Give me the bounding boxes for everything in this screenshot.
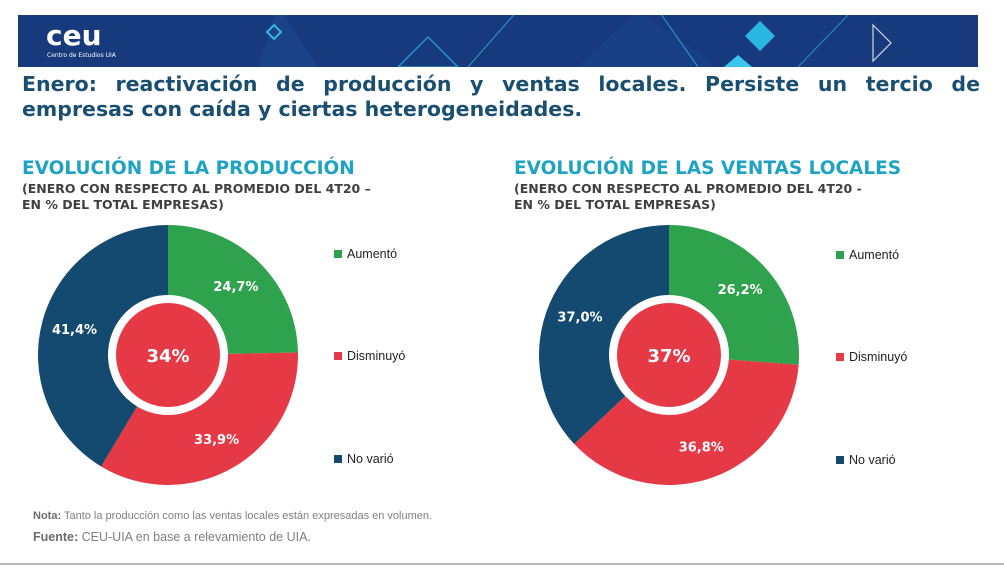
legend-swatch-no-vario — [836, 456, 844, 464]
legend-item-disminuyo-1: Disminuyó — [334, 349, 405, 363]
legend-label-aumento: Aumentó — [849, 248, 900, 262]
legend-label-disminuyo: Disminuyó — [347, 349, 406, 363]
bottom-divider — [0, 563, 1004, 565]
footnote-text: Tanto la producción como las ventas loca… — [61, 510, 433, 522]
page-headline: Enero: reactivación de producción y vent… — [22, 72, 980, 121]
chart-subtitle-produccion-line2: EN % DEL TOTAL EMPRESAS) — [22, 197, 224, 212]
slice-no-vario — [38, 225, 168, 467]
data-label-aumento: 24,7% — [213, 280, 258, 295]
source-text: CEU-UIA en base a relevamiento de UIA. — [78, 530, 311, 544]
slice-aumento — [669, 225, 799, 365]
legend-item-aumento-1: Aumentó — [334, 247, 397, 261]
donut-center-circle — [617, 303, 721, 407]
slice-disminuyo — [101, 352, 298, 485]
legend-label-aumento: Aumentó — [347, 247, 398, 261]
legend-swatch-aumento — [334, 250, 342, 258]
data-label-disminuyo: 33,9% — [194, 433, 239, 448]
source-label: Fuente: — [33, 530, 79, 544]
legend-item-no-vario-1: No varió — [334, 452, 394, 466]
slice-disminuyo — [574, 359, 799, 485]
donut-chart-produccion: 24,7% 33,9% 41,4% 34% — [38, 225, 298, 485]
donut-center-circle — [116, 303, 220, 407]
legend-item-no-vario-2: No varió — [836, 453, 896, 467]
footnote-label: Nota: — [33, 510, 62, 522]
banner-decoration — [258, 15, 892, 67]
legend-label-no-vario: No varió — [347, 452, 394, 466]
legend-swatch-disminuyo — [334, 352, 342, 360]
legend-item-disminuyo-2: Disminuyó — [836, 350, 907, 364]
chart-subtitle-ventas-line1: (ENERO CON RESPECTO AL PROMEDIO DEL 4T20… — [514, 181, 862, 196]
data-label-aumento: 26,2% — [718, 283, 763, 298]
donut-center-label: 34% — [146, 346, 189, 367]
legend-swatch-aumento — [836, 251, 844, 259]
legend-label-no-vario: No varió — [849, 453, 896, 467]
legend-swatch-disminuyo — [836, 353, 844, 361]
data-label-disminuyo: 36,8% — [679, 440, 724, 455]
slice-no-vario — [539, 225, 669, 444]
chart-subtitle-produccion-line1: (ENERO CON RESPECTO AL PROMEDIO DEL 4T20… — [22, 181, 371, 196]
legend-swatch-no-vario — [334, 455, 342, 463]
data-label-no-vario: 37,0% — [557, 310, 602, 325]
footnote: Nota: Tanto la producción como las venta… — [33, 510, 432, 522]
legend-label-disminuyo: Disminuyó — [849, 350, 908, 364]
data-label-no-vario: 41,4% — [52, 323, 97, 338]
brand-logo-subtitle: Centro de Estudios UIA — [47, 52, 116, 59]
slice-aumento — [168, 225, 298, 354]
source-note: Fuente: CEU-UIA en base a relevamiento d… — [33, 530, 311, 544]
chart-title-ventas: EVOLUCIÓN DE LAS VENTAS LOCALES — [514, 158, 902, 179]
chart-title-produccion: EVOLUCIÓN DE LA PRODUCCIÓN — [22, 158, 355, 179]
legend-item-aumento-2: Aumentó — [836, 248, 899, 262]
chart-subtitle-ventas-line2: EN % DEL TOTAL EMPRESAS) — [514, 197, 716, 212]
brand-logo: ceu — [46, 19, 102, 52]
header-banner: ceu Centro de Estudios UIA — [18, 15, 978, 67]
donut-center-label: 37% — [647, 346, 690, 367]
donut-chart-ventas: 26,2% 36,8% 37,0% 37% — [539, 225, 799, 485]
